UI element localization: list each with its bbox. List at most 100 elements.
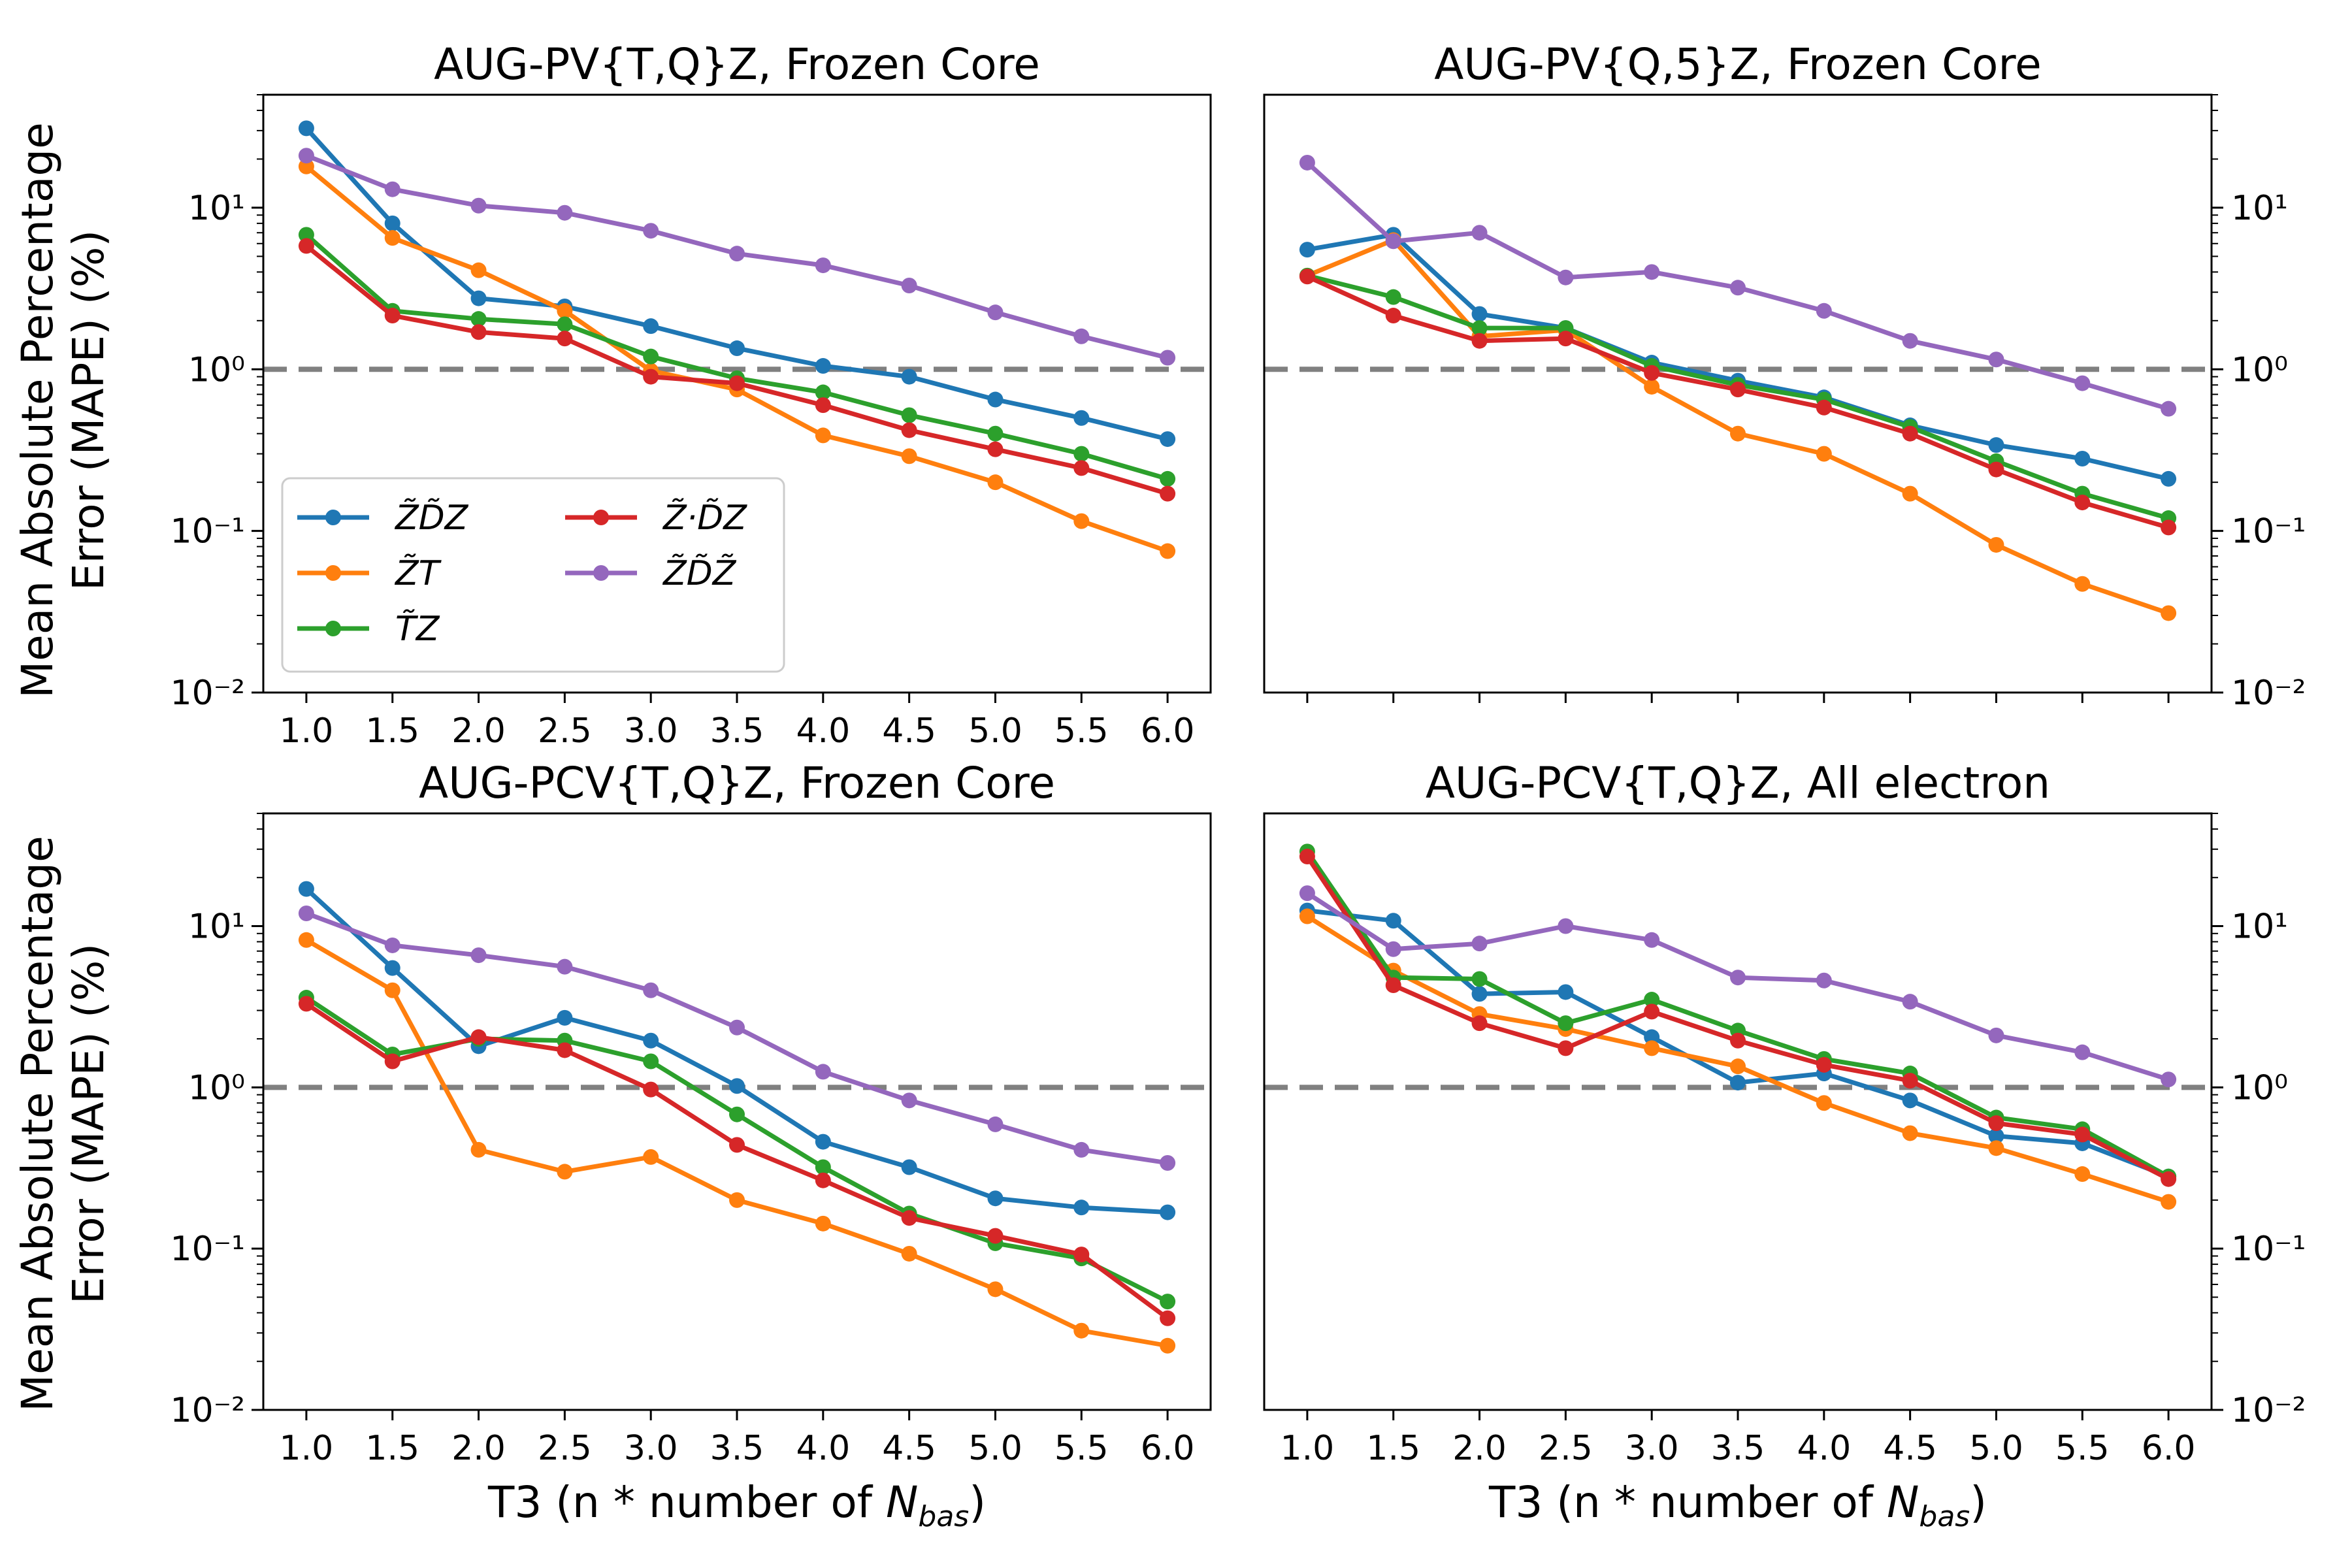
data-point — [729, 1137, 745, 1153]
data-point — [1160, 431, 1176, 448]
data-point — [1471, 986, 1488, 1002]
data-point — [2074, 495, 2091, 511]
data-point — [1644, 992, 1660, 1008]
data-point — [470, 947, 487, 964]
data-point — [729, 375, 745, 391]
data-point — [1988, 1027, 2004, 1043]
plot-frame — [262, 93, 1212, 694]
data-point — [1073, 1247, 1090, 1263]
data-point — [987, 1228, 1004, 1244]
data-point — [2161, 605, 2177, 621]
data-point — [557, 316, 573, 333]
data-point — [470, 262, 487, 278]
data-point — [729, 1019, 745, 1036]
data-point — [1902, 333, 1918, 349]
x-tick-label: 1.0 — [1281, 1429, 1335, 1468]
data-point — [1644, 1004, 1660, 1020]
data-point — [901, 1245, 917, 1262]
data-point — [1385, 941, 1401, 957]
x-tick-label: 2.5 — [1539, 1429, 1593, 1468]
series-Z̃·D̃Z — [298, 996, 1176, 1326]
data-point — [1988, 1115, 2004, 1132]
data-point — [2074, 375, 2091, 391]
series-Z̃D̃Z — [1299, 227, 2177, 487]
data-point — [987, 391, 1004, 408]
x-tick-label: 4.0 — [796, 1429, 850, 1468]
data-point — [470, 324, 487, 340]
data-point — [1644, 365, 1660, 381]
y-tick-label: 10⁻¹ — [2231, 1230, 2306, 1269]
legend-label: Z̃T — [394, 553, 442, 593]
series-line — [1307, 232, 2169, 482]
data-point — [987, 1190, 1004, 1207]
data-point — [470, 1141, 487, 1158]
data-point — [901, 1159, 917, 1175]
data-point — [1730, 1032, 1746, 1049]
data-point — [1073, 460, 1090, 476]
data-point — [1160, 1294, 1176, 1310]
x-tick-label: 5.0 — [1969, 1429, 2023, 1468]
data-point — [729, 1106, 745, 1122]
data-point — [2074, 1126, 2091, 1143]
x-tick-label: 4.5 — [1883, 1429, 1937, 1468]
legend-entry: T̃Z — [297, 609, 440, 649]
legend-marker — [593, 510, 609, 525]
data-point — [1160, 543, 1176, 559]
legend-entry: Z̃·D̃Z — [565, 498, 747, 538]
data-point — [901, 422, 917, 438]
data-point — [1160, 1154, 1176, 1171]
legend-label: Z̃D̃Z̃ — [662, 553, 737, 593]
x-tick-label: 4.5 — [882, 1429, 936, 1468]
y-tick-label: 10⁻² — [171, 674, 245, 713]
data-point — [1385, 233, 1401, 250]
data-point — [815, 384, 831, 400]
chart-panel-1: AUG-PV{T,Q}Z, Frozen Core 10⁻² 10⁻¹ 10⁰ 10¹ 1… — [171, 39, 1212, 751]
data-point — [2161, 470, 2177, 487]
legend: Z̃D̃Z Z̃T T̃Z Z̃·D̃Z Z̃D̃Z̃ — [281, 477, 785, 673]
x-tick-label: 2.0 — [451, 1429, 506, 1468]
data-point — [1558, 331, 1574, 347]
data-point — [1385, 308, 1401, 324]
data-point — [1073, 1200, 1090, 1216]
x-tick-label: 3.0 — [624, 1429, 678, 1468]
chart-panel-2: AUG-PV{Q,5}Z, Frozen Core 10⁻² 10⁻¹ 10⁰ 10¹ — [1263, 39, 2306, 713]
x-tick-label: 3.0 — [624, 711, 678, 751]
data-point — [384, 982, 400, 998]
data-point — [729, 1078, 745, 1094]
data-point — [815, 257, 831, 274]
data-point — [1644, 264, 1660, 280]
x-tick-label: 5.5 — [1054, 1429, 1109, 1468]
data-point — [1644, 932, 1660, 948]
y-tick-label: 10¹ — [188, 189, 245, 228]
data-point — [1558, 918, 1574, 934]
data-point — [901, 278, 917, 294]
data-point — [384, 960, 400, 976]
data-point — [1816, 446, 1832, 462]
data-point — [643, 1032, 659, 1049]
data-point — [1730, 970, 1746, 986]
data-point — [1471, 936, 1488, 952]
data-point — [1073, 410, 1090, 426]
y-axis-label-top: Mean Absolute Percentage Error (MAPE) (%… — [12, 122, 114, 698]
data-point — [470, 1029, 487, 1045]
data-point — [1073, 328, 1090, 344]
data-point — [384, 215, 400, 231]
data-point — [643, 368, 659, 385]
data-point — [815, 358, 831, 374]
data-point — [2074, 576, 2091, 592]
data-point — [815, 1064, 831, 1080]
y-tick-label: 10¹ — [2231, 189, 2288, 228]
data-point — [1558, 1015, 1574, 1032]
chart-title: AUG-PCV{T,Q}Z, Frozen Core — [419, 758, 1055, 808]
y-axis-label-line2: Error (MAPE) (%) — [63, 943, 114, 1304]
x-tick-label: 2.5 — [538, 1429, 592, 1468]
y-axis-label-line1: Mean Absolute Percentage — [12, 836, 63, 1412]
data-point — [1160, 485, 1176, 502]
data-point — [1385, 977, 1401, 993]
data-point — [1988, 461, 2004, 478]
x-tick-label: 5.0 — [968, 711, 1022, 751]
data-point — [1160, 350, 1176, 366]
data-point — [2161, 1194, 2177, 1210]
data-point — [2074, 451, 2091, 467]
legend-entry: Z̃D̃Z̃ — [565, 553, 737, 593]
